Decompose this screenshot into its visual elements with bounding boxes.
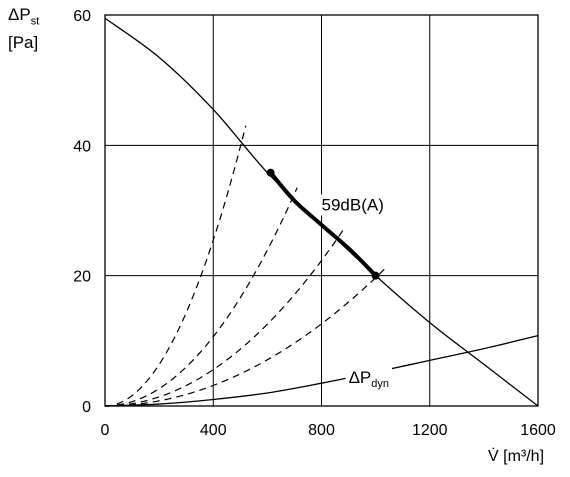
operating-point-marker	[266, 168, 275, 177]
system-curve-dashed	[104, 125, 247, 407]
x-tick-label: 400	[200, 422, 227, 439]
operating-range-curve	[269, 171, 378, 278]
y-tick-label: 60	[73, 8, 91, 25]
system-curve-dashed	[104, 187, 298, 407]
system-curve-dashed	[104, 265, 389, 407]
operating-point-marker	[371, 271, 380, 280]
sound-level-label: 59dB(A)	[322, 196, 384, 215]
x-tick-label: 1600	[520, 422, 556, 439]
system-curve-dashed	[104, 229, 344, 407]
y-axis-unit: [Pa]	[8, 33, 39, 53]
annotation-background	[318, 194, 387, 216]
x-axis-label: V̇ [m³/h]	[488, 448, 545, 465]
x-tick-label: 800	[308, 422, 335, 439]
dynamic-pressure-curve	[104, 334, 539, 407]
x-tick-label: 1200	[412, 422, 448, 439]
y-axis-label: ΔPst [Pa]	[8, 4, 39, 54]
y-axis-subscript: st	[30, 15, 40, 28]
y-tick-label: 0	[82, 399, 91, 416]
x-tick-label: 0	[101, 422, 110, 439]
annotation-background	[345, 367, 393, 392]
y-axis-symbol: ΔP	[8, 5, 31, 24]
y-tick-label: 40	[73, 138, 91, 155]
y-tick-label: 20	[73, 269, 91, 286]
